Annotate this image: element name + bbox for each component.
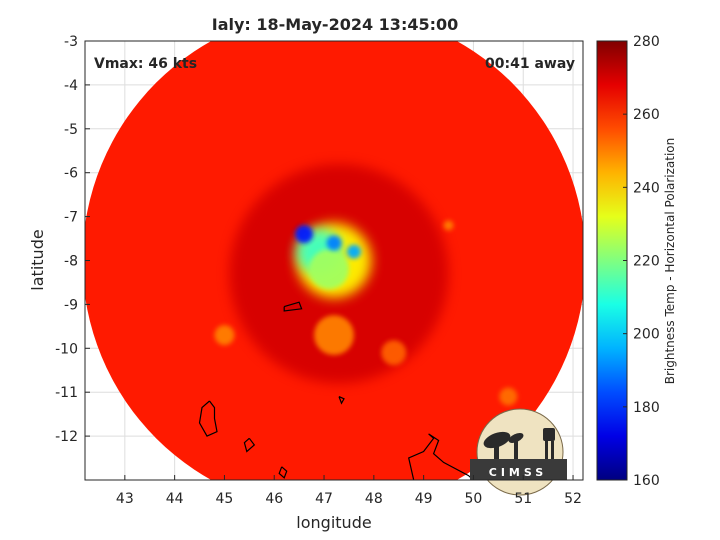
brightness-feature bbox=[346, 244, 361, 259]
colorbar-tick-label: 180 bbox=[633, 400, 660, 416]
y-tick-label: -10 bbox=[55, 341, 78, 357]
y-tick-label: -3 bbox=[64, 34, 78, 50]
coastline bbox=[278, 466, 288, 479]
colorbar-tick-label: 260 bbox=[633, 107, 660, 123]
colorbar-tick-label: 200 bbox=[633, 327, 660, 343]
brightness-feature bbox=[381, 340, 407, 366]
colorbar-tick-label: 220 bbox=[633, 254, 660, 270]
logo-text: CIMSS bbox=[489, 466, 547, 479]
y-tick-label: -8 bbox=[64, 254, 78, 270]
coastline bbox=[243, 437, 256, 453]
coastline bbox=[198, 400, 218, 437]
brightness-feature bbox=[443, 220, 454, 231]
coastline bbox=[283, 301, 303, 312]
away-label: 00:41 away bbox=[485, 56, 575, 72]
x-tick-label: 51 bbox=[514, 491, 532, 507]
brightness-feature bbox=[499, 387, 518, 406]
colorbar-label: Brightness Temp - Horizontal Polarizatio… bbox=[663, 138, 677, 385]
x-tick-label: 49 bbox=[415, 491, 433, 507]
cimss-logo: CIMSS bbox=[470, 408, 567, 496]
colorbar-gradient bbox=[596, 40, 628, 481]
y-tick-label: -5 bbox=[64, 122, 78, 138]
x-tick-label: 44 bbox=[166, 491, 184, 507]
x-tick-label: 46 bbox=[265, 491, 283, 507]
coastline bbox=[338, 396, 345, 405]
brightness-feature bbox=[214, 325, 235, 346]
x-tick-label: 45 bbox=[216, 491, 234, 507]
colorbar-tick-label: 160 bbox=[633, 473, 660, 489]
x-tick-label: 50 bbox=[465, 491, 483, 507]
x-axis: 43 44 45 46 47 48 49 50 51 52 bbox=[116, 475, 582, 507]
y-tick-label: -12 bbox=[55, 429, 78, 445]
x-tick-label: 52 bbox=[564, 491, 582, 507]
brightness-feature bbox=[295, 225, 314, 244]
coastlines bbox=[198, 301, 474, 480]
vmax-label: Vmax: 46 kts bbox=[94, 56, 197, 72]
coastline bbox=[408, 433, 474, 480]
y-tick-label: -4 bbox=[64, 78, 78, 94]
colorbar: 280 260 240 220 200 180 160 Brightness Temp - … bbox=[596, 34, 677, 489]
x-tick-label: 48 bbox=[365, 491, 383, 507]
chart-title: Ialy: 18-May-2024 13:45:00 bbox=[212, 15, 459, 34]
y-tick-label: -7 bbox=[64, 210, 78, 226]
y-axis: -3 -4 -5 -6 -7 -8 -9 -10 -11 -12 bbox=[55, 34, 90, 445]
y-tick-label: -6 bbox=[64, 166, 78, 182]
brightness-feature bbox=[326, 235, 342, 251]
colorbar-tick-label: 280 bbox=[633, 34, 660, 50]
y-axis-label: latitude bbox=[28, 229, 47, 290]
colorbar-ticks: 280 260 240 220 200 180 160 bbox=[623, 34, 660, 489]
colorbar-tick-label: 240 bbox=[633, 180, 660, 196]
x-tick-label: 43 bbox=[116, 491, 134, 507]
brightness-field bbox=[85, 41, 583, 480]
brightness-feature bbox=[314, 315, 354, 356]
x-axis-label: longitude bbox=[296, 513, 371, 532]
x-tick-label: 47 bbox=[315, 491, 333, 507]
y-tick-label: -9 bbox=[64, 297, 78, 313]
y-tick-label: -11 bbox=[55, 385, 78, 401]
brightness-feature bbox=[309, 249, 349, 290]
